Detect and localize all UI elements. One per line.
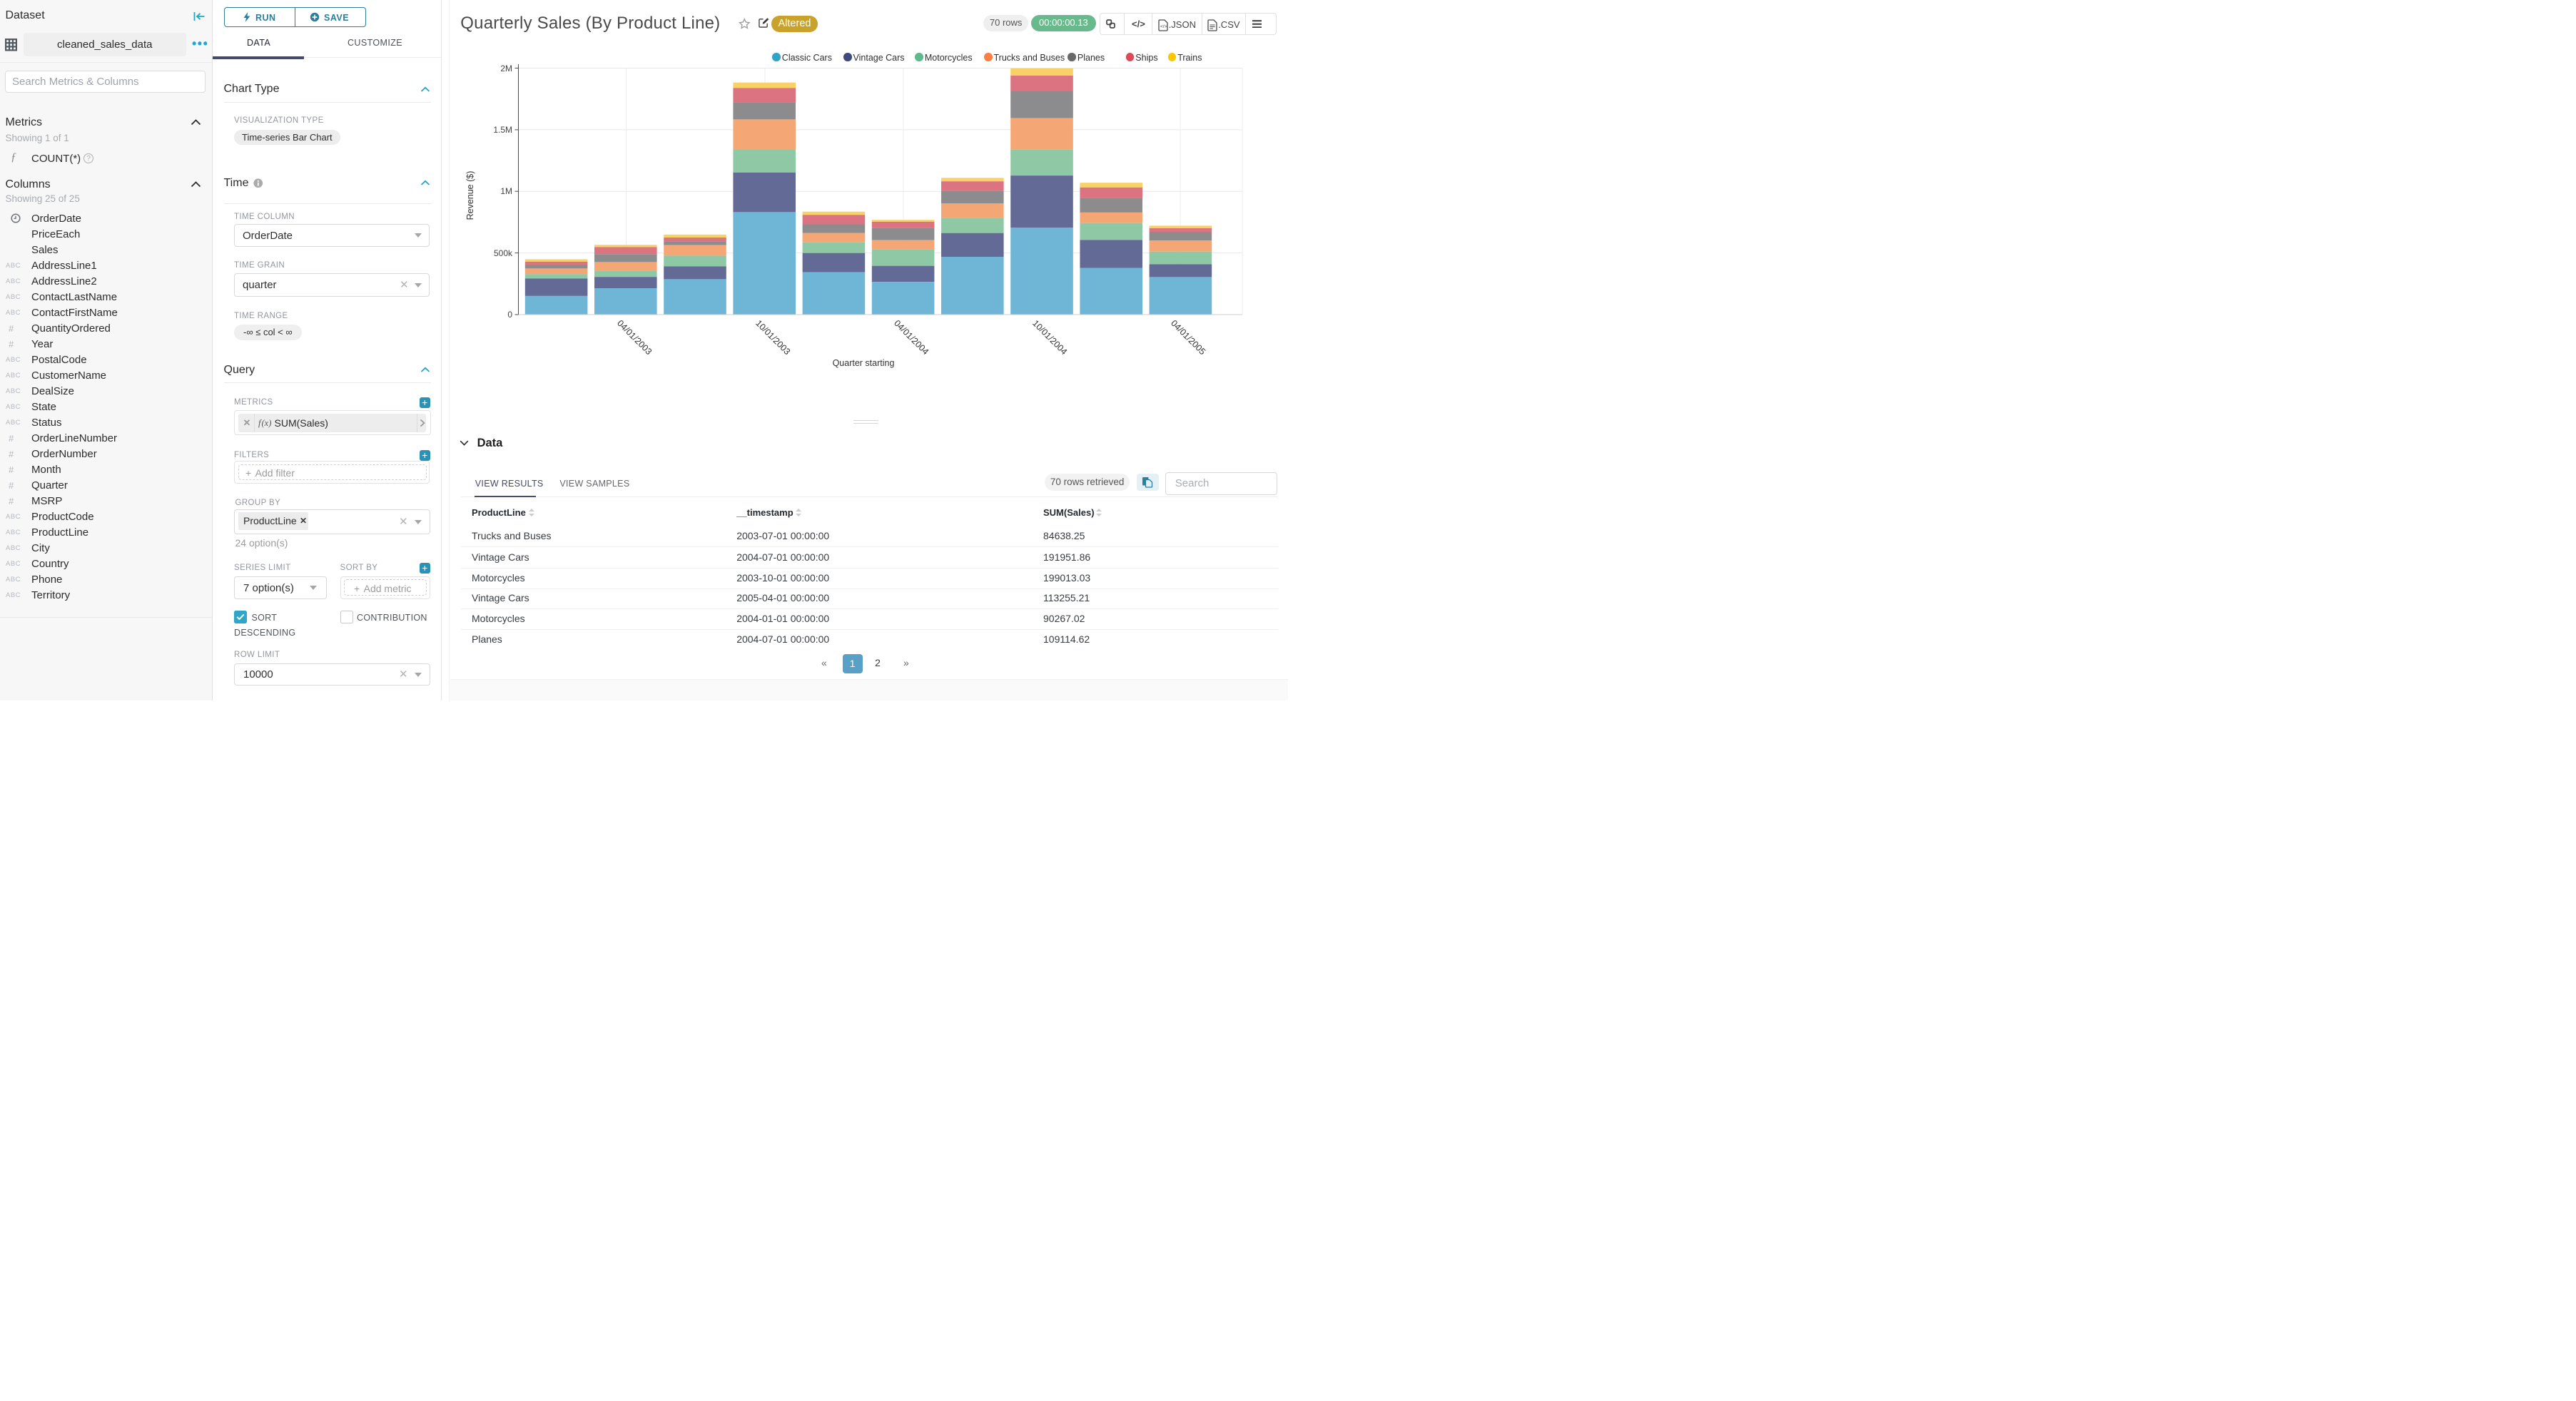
svg-text:</>: </> [1160,24,1167,29]
